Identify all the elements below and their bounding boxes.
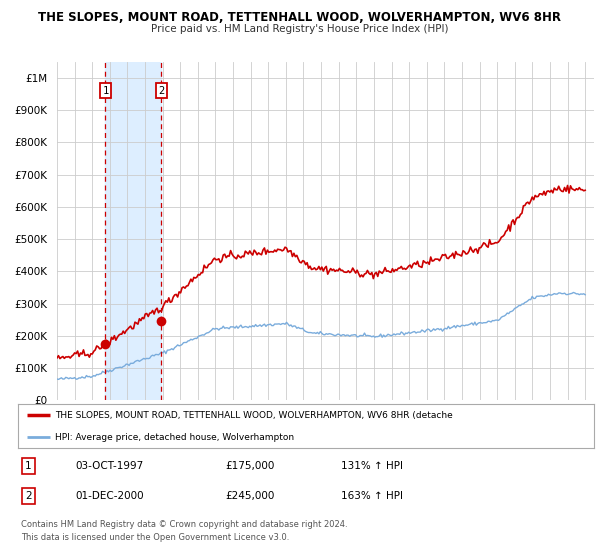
Text: 163% ↑ HPI: 163% ↑ HPI bbox=[341, 491, 403, 501]
Text: THE SLOPES, MOUNT ROAD, TETTENHALL WOOD, WOLVERHAMPTON, WV6 8HR (detache: THE SLOPES, MOUNT ROAD, TETTENHALL WOOD,… bbox=[55, 410, 453, 420]
Text: £175,000: £175,000 bbox=[226, 461, 275, 471]
Text: 2: 2 bbox=[25, 491, 32, 501]
Text: 03-OCT-1997: 03-OCT-1997 bbox=[76, 461, 144, 471]
Text: 01-DEC-2000: 01-DEC-2000 bbox=[76, 491, 144, 501]
Bar bbox=[106, 62, 161, 400]
Text: 2: 2 bbox=[158, 86, 164, 96]
Text: 1: 1 bbox=[25, 461, 32, 471]
Text: 131% ↑ HPI: 131% ↑ HPI bbox=[341, 461, 403, 471]
Text: £245,000: £245,000 bbox=[226, 491, 275, 501]
Text: HPI: Average price, detached house, Wolverhampton: HPI: Average price, detached house, Wolv… bbox=[55, 432, 295, 442]
Text: This data is licensed under the Open Government Licence v3.0.: This data is licensed under the Open Gov… bbox=[21, 533, 289, 542]
Text: Contains HM Land Registry data © Crown copyright and database right 2024.: Contains HM Land Registry data © Crown c… bbox=[21, 520, 347, 529]
Text: Price paid vs. HM Land Registry's House Price Index (HPI): Price paid vs. HM Land Registry's House … bbox=[151, 24, 449, 34]
Text: 1: 1 bbox=[102, 86, 109, 96]
Text: THE SLOPES, MOUNT ROAD, TETTENHALL WOOD, WOLVERHAMPTON, WV6 8HR: THE SLOPES, MOUNT ROAD, TETTENHALL WOOD,… bbox=[38, 11, 562, 24]
